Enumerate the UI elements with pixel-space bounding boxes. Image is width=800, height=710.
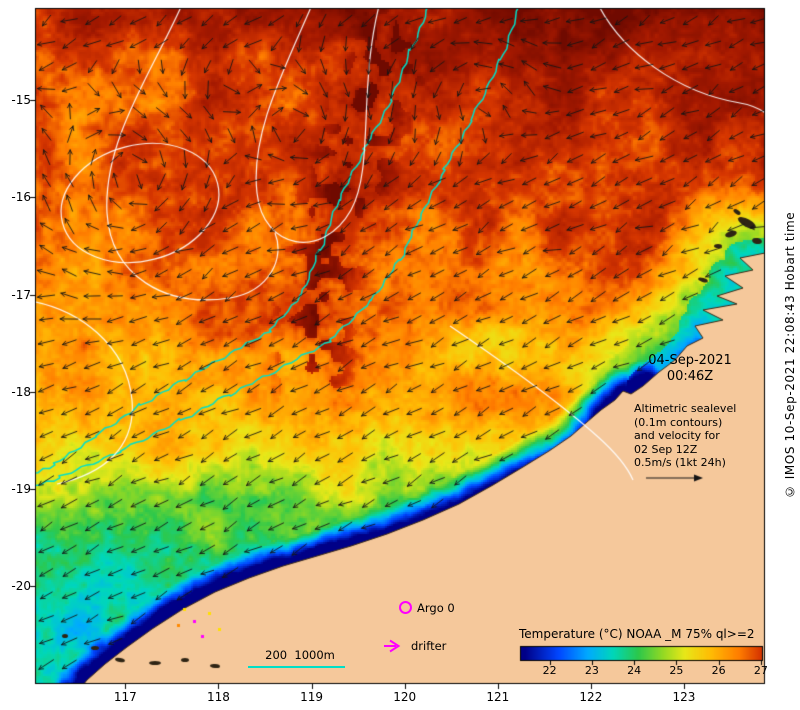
colorbar-tick-label: 22: [542, 664, 557, 677]
colorbar-tick-label: 24: [627, 664, 642, 677]
x-axis-tick-label: 122: [579, 690, 603, 704]
y-axis-tick-label: -15: [11, 93, 31, 108]
map-date: 04-Sep-2021: [648, 353, 732, 368]
x-axis-tick-label: 117: [113, 690, 137, 704]
y-axis-tick-label: -20: [11, 578, 31, 593]
y-axis-tick-label: -17: [11, 287, 31, 302]
colorbar-tick-label: 27: [753, 664, 768, 677]
x-axis-tick-label: 118: [206, 690, 230, 704]
drifter-legend-label: drifter: [411, 639, 447, 653]
x-axis-tick-label: 120: [393, 690, 417, 704]
x-axis-tick-label: 123: [672, 690, 696, 704]
map-datetime: 04-Sep-2021 00:46Z: [625, 353, 755, 385]
colorbar-tick-label: 26: [711, 664, 726, 677]
colorbar-tick-label: 23: [584, 664, 599, 677]
colorbar-tick-label: 25: [669, 664, 684, 677]
y-axis-tick-label: -16: [11, 190, 31, 205]
copyright-note: © IMOS 10-Sep-2021 22:08:43 Hobart time: [783, 211, 797, 499]
velocity-info-note: Altimetric sealevel (0.1m contours) and …: [634, 402, 737, 469]
drifter-arrow-icon: [384, 639, 401, 653]
x-axis-tick-label: 119: [300, 690, 323, 704]
argo-legend-label: Argo 0: [417, 601, 455, 615]
map-time: 00:46Z: [666, 369, 714, 384]
y-axis-tick-label: -19: [11, 481, 31, 496]
y-axis-tick-label: -18: [11, 384, 31, 399]
argo-float-icon: [399, 601, 412, 614]
isobath-legend-label: 200 1000m: [265, 648, 335, 662]
isobath-legend-line: [248, 666, 345, 668]
x-axis-tick-label: 121: [486, 690, 510, 704]
colorbar-title: Temperature (°C) NOAA _M 75% ql>=2: [519, 627, 755, 641]
